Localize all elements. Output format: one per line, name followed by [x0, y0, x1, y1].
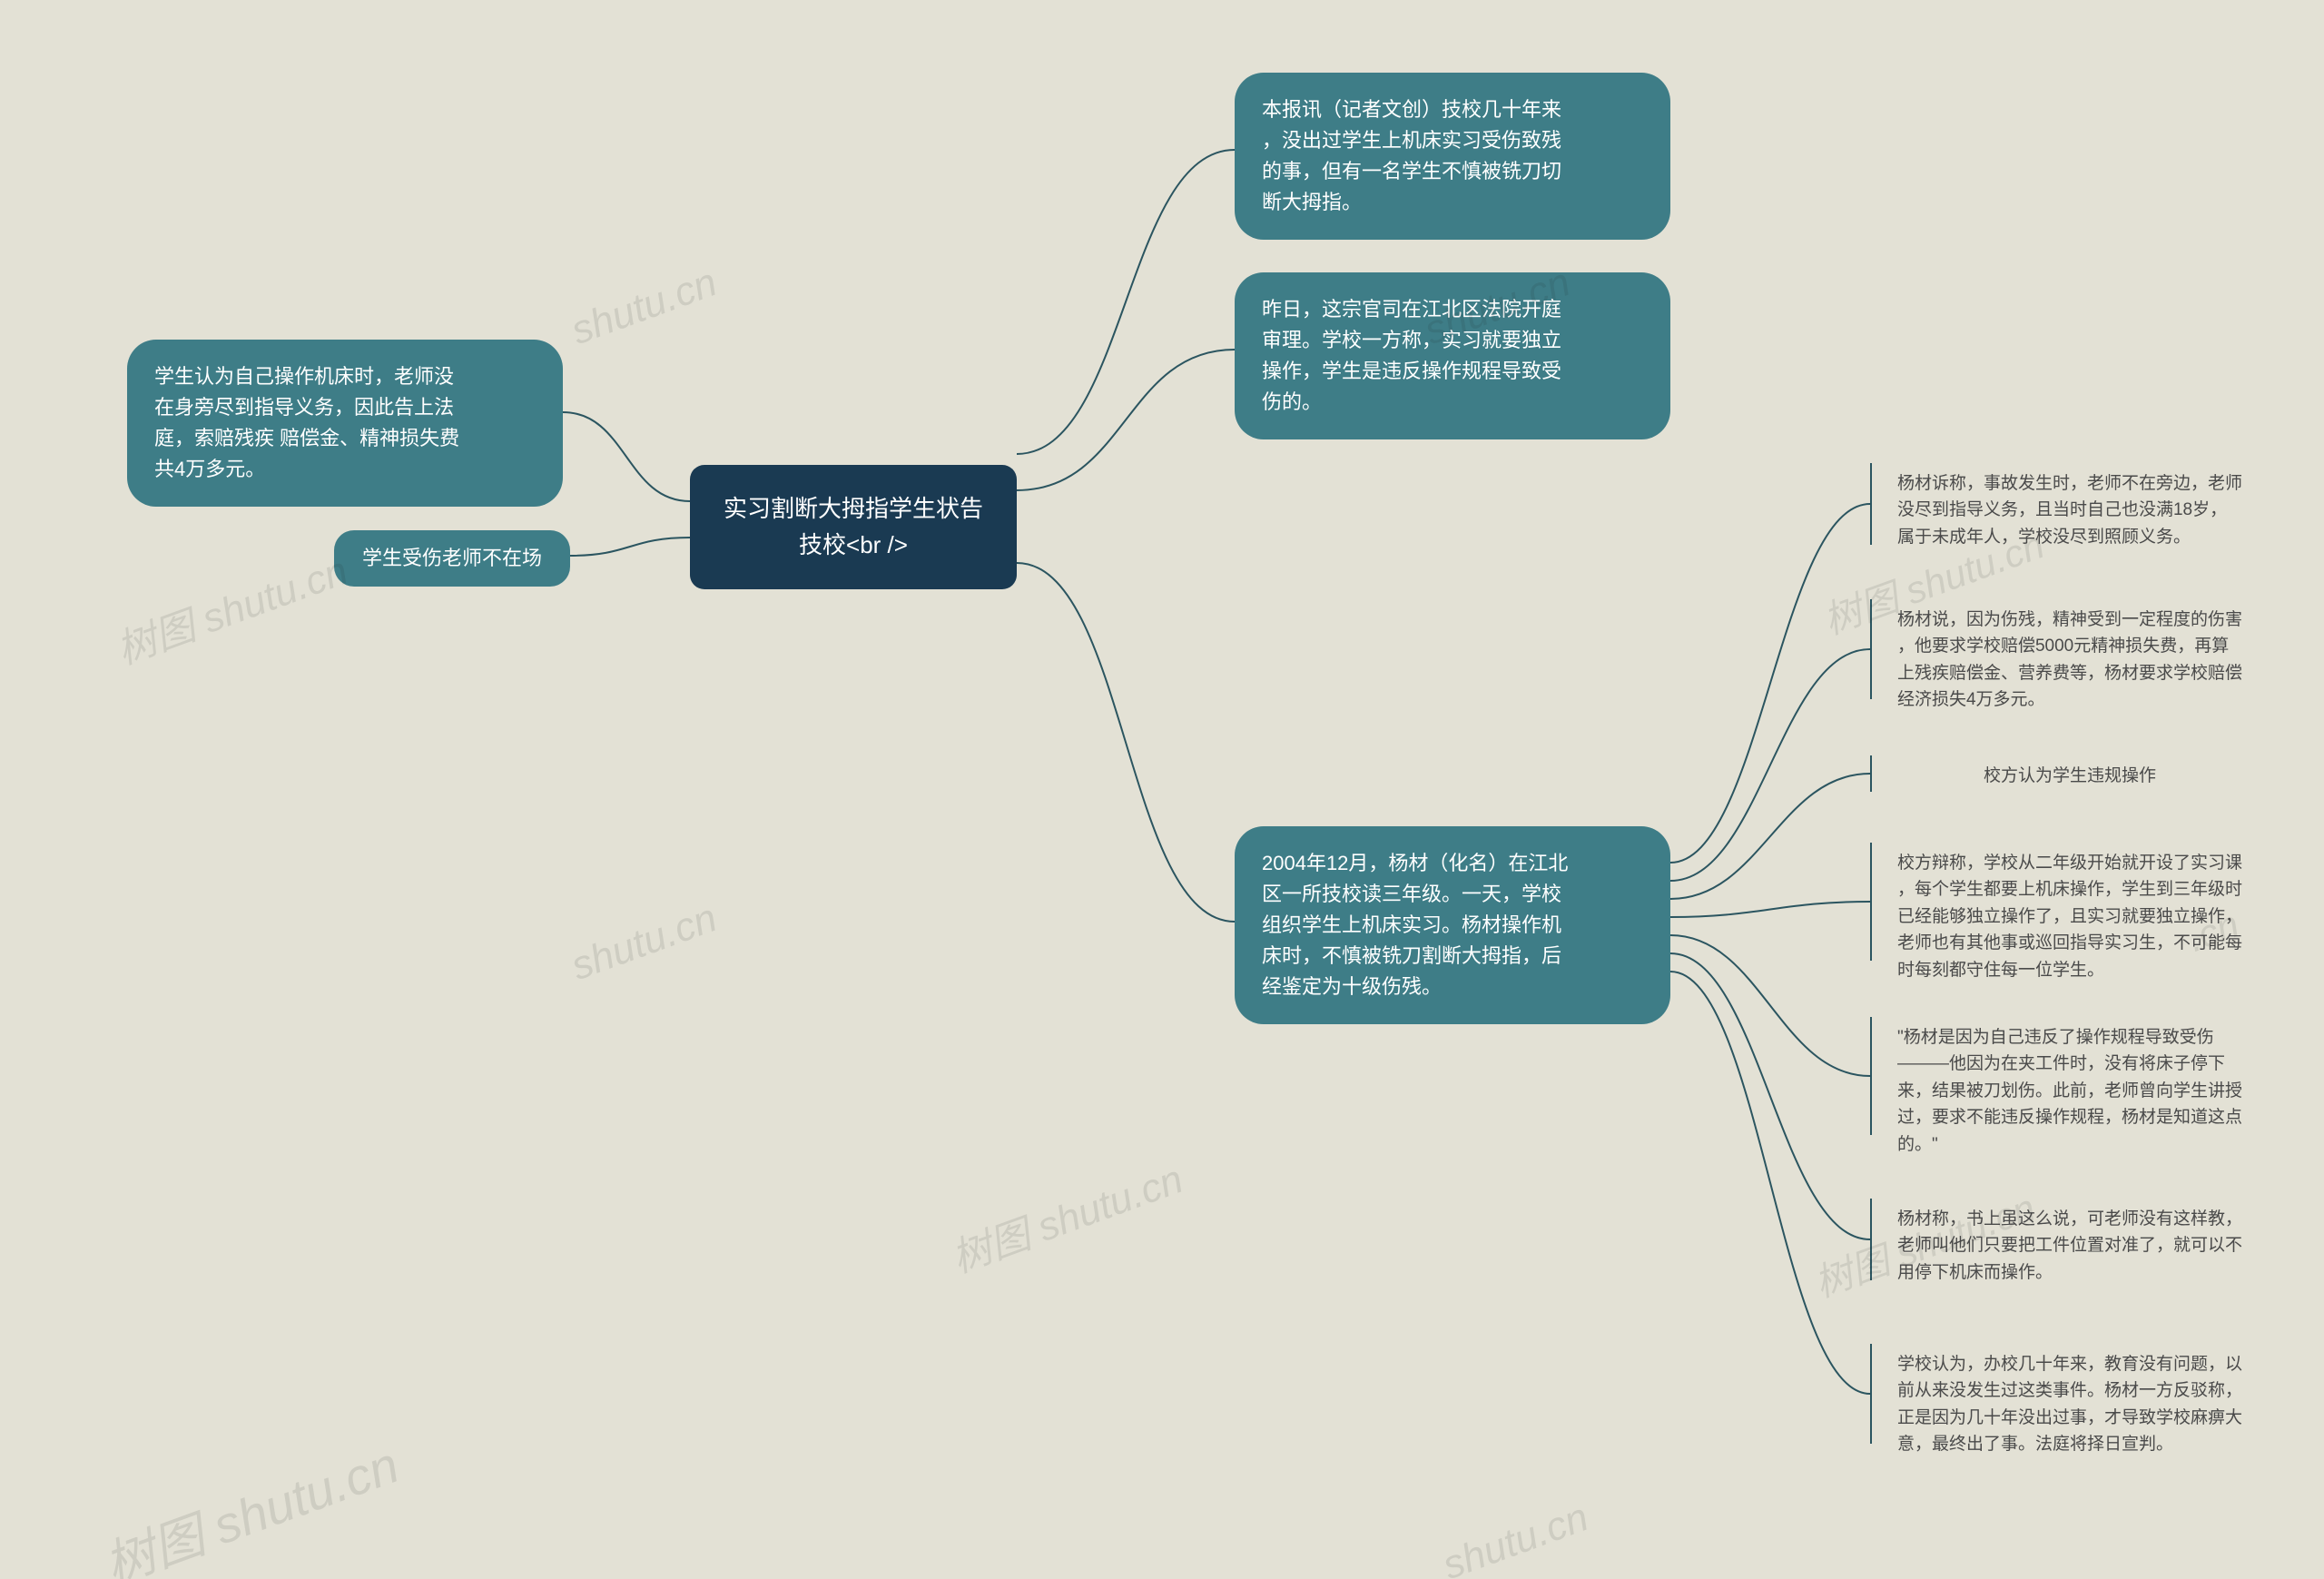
watermark: 树图 shutu.cn — [942, 1147, 1189, 1284]
edge — [1017, 150, 1235, 454]
leaf-rule — [1870, 599, 1872, 699]
edge — [1670, 649, 1870, 881]
leaf-node-2-label: 校方认为学生违规操作 — [1984, 763, 2156, 789]
watermark: shutu.cn — [1437, 1495, 1594, 1579]
leaf-rule — [1870, 1344, 1872, 1444]
edge — [1670, 774, 1870, 899]
leaf-node-5[interactable]: 杨材称，书上虽这么说，可老师没有这样教， 老师叫他们只要把工件位置对准了，就可以… — [1872, 1199, 2262, 1293]
leaf-node-4-label: "杨材是因为自己违反了操作规程导致受伤 ———他因为在夹工件时，没有将床子停下 … — [1897, 1024, 2242, 1158]
watermark: 树图 shutu.cn — [93, 1425, 408, 1579]
leaf-node-3[interactable]: 校方辩称，学校从二年级开始就开设了实习课 ，每个学生都要上机床操作，学生到三年级… — [1872, 843, 2262, 991]
leaf-node-3-label: 校方辩称，学校从二年级开始就开设了实习课 ，每个学生都要上机床操作，学生到三年级… — [1897, 850, 2242, 983]
center-node-label: 实习割断大拇指学生状告 技校<br /> — [724, 490, 983, 564]
watermark: shutu.cn — [566, 895, 723, 990]
leaf-node-0-label: 杨材诉称，事故发生时，老师不在旁边，老师 没尽到指导义务，且当时自己也没满18岁… — [1897, 470, 2242, 550]
edge — [1670, 972, 1870, 1394]
leaf-node-6[interactable]: 学校认为，办校几十年来，教育没有问题，以 前从来没发生过这类事件。杨材一方反驳称… — [1872, 1344, 2262, 1466]
leaf-rule — [1870, 1017, 1872, 1135]
edge — [570, 538, 690, 556]
edge — [1670, 953, 1870, 1239]
left-node-0[interactable]: 学生认为自己操作机床时，老师没 在身旁尽到指导义务，因此告上法 庭，索赔残疾 赔… — [127, 340, 563, 507]
right-node-0-label: 本报讯（记者文创）技校几十年来 ，没出过学生上机床实习受伤致残 的事，但有一名学… — [1262, 94, 1643, 218]
right-node-1-label: 昨日，这宗官司在江北区法院开庭 审理。学校一方称，实习就要独立 操作，学生是违反… — [1262, 294, 1643, 418]
right-node-0[interactable]: 本报讯（记者文创）技校几十年来 ，没出过学生上机床实习受伤致残 的事，但有一名学… — [1235, 73, 1670, 240]
edge — [1670, 902, 1870, 917]
leaf-node-5-label: 杨材称，书上虽这么说，可老师没有这样教， 老师叫他们只要把工件位置对准了，就可以… — [1897, 1206, 2242, 1286]
edge — [563, 412, 690, 501]
leaf-node-6-label: 学校认为，办校几十年来，教育没有问题，以 前从来没发生过这类事件。杨材一方反驳称… — [1897, 1351, 2242, 1458]
leaf-node-4[interactable]: "杨材是因为自己违反了操作规程导致受伤 ———他因为在夹工件时，没有将床子停下 … — [1872, 1017, 2262, 1165]
right-node-2[interactable]: 2004年12月，杨材（化名）在江北 区一所技校读三年级。一天，学校 组织学生上… — [1235, 826, 1670, 1024]
leaf-rule — [1870, 463, 1872, 545]
leaf-node-2[interactable]: 校方认为学生违规操作 — [1872, 755, 2262, 796]
right-node-1[interactable]: 昨日，这宗官司在江北区法院开庭 审理。学校一方称，实习就要独立 操作，学生是违反… — [1235, 272, 1670, 439]
leaf-rule — [1870, 843, 1872, 961]
mindmap-canvas: 实习割断大拇指学生状告 技校<br /> 学生认为自己操作机床时，老师没 在身旁… — [0, 0, 2324, 1579]
left-node-0-label: 学生认为自己操作机床时，老师没 在身旁尽到指导义务，因此告上法 庭，索赔残疾 赔… — [154, 361, 536, 485]
left-node-1-label: 学生受伤老师不在场 — [362, 543, 542, 574]
left-node-1[interactable]: 学生受伤老师不在场 — [334, 530, 570, 587]
leaf-node-0[interactable]: 杨材诉称，事故发生时，老师不在旁边，老师 没尽到指导义务，且当时自己也没满18岁… — [1872, 463, 2262, 558]
watermark: 树图 shutu.cn — [107, 538, 354, 676]
right-node-2-label: 2004年12月，杨材（化名）在江北 区一所技校读三年级。一天，学校 组织学生上… — [1262, 848, 1643, 1002]
leaf-node-1[interactable]: 杨材说，因为伤残，精神受到一定程度的伤害 ，他要求学校赔偿5000元精神损失费，… — [1872, 599, 2262, 721]
center-node[interactable]: 实习割断大拇指学生状告 技校<br /> — [690, 465, 1017, 589]
edge — [1670, 504, 1870, 863]
leaf-rule — [1870, 1199, 1872, 1280]
leaf-rule — [1870, 755, 1872, 792]
watermark: shutu.cn — [566, 260, 723, 354]
leaf-node-1-label: 杨材说，因为伤残，精神受到一定程度的伤害 ，他要求学校赔偿5000元精神损失费，… — [1897, 607, 2242, 714]
edge — [1017, 350, 1235, 490]
edge — [1017, 563, 1235, 922]
edge — [1670, 935, 1870, 1076]
